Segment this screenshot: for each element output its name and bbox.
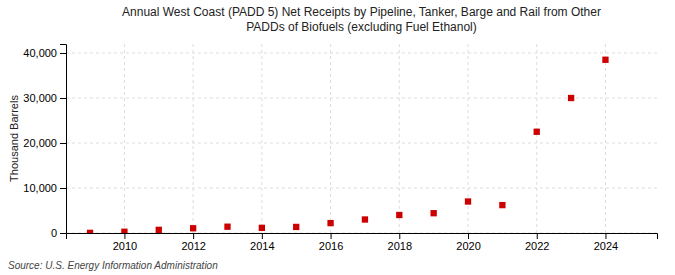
tick-label: 2018 (388, 240, 412, 252)
point (430, 210, 436, 216)
tick: 20,000 (23, 137, 66, 149)
point (156, 227, 162, 233)
grid-line (66, 188, 657, 189)
tick: 40,000 (23, 47, 66, 59)
point (190, 225, 196, 231)
chart: 2010 2012 2014 2016 2018 2020 2022 2024 0 10,000 2… (0, 0, 675, 275)
y-axis: 0 10,000 20,000 30,000 40,000 (23, 45, 66, 240)
tick-label: 2022 (525, 240, 549, 252)
point (602, 57, 608, 63)
point (259, 225, 265, 231)
tick-mark (124, 233, 125, 239)
title: Annual West Coast (PADD 5) Net Receipts … (122, 5, 601, 34)
x-axis: 2010 2012 2014 2016 2018 2020 2022 2024 (67, 233, 658, 252)
grid-line (261, 44, 262, 233)
axis-line (67, 234, 658, 240)
tick: 2014 (250, 233, 274, 252)
tick: 2022 (525, 233, 549, 252)
grid-line (605, 44, 606, 233)
point (568, 95, 574, 101)
tick-mark (60, 188, 66, 189)
y-axis-label: Thousand Barrels (8, 95, 20, 182)
point (87, 230, 93, 233)
tick-mark (262, 233, 263, 239)
tick: 2020 (456, 233, 480, 252)
tick-label: 2010 (113, 240, 137, 252)
tick-label: 0 (51, 227, 57, 239)
point (396, 212, 402, 218)
grid-line (66, 53, 657, 54)
tick: 10,000 (23, 182, 66, 194)
tick-mark (399, 233, 400, 239)
tick: 30,000 (23, 92, 66, 104)
point (121, 229, 127, 233)
tick-mark (60, 53, 66, 54)
tick: 2012 (181, 233, 205, 252)
tick-label: 10,000 (23, 182, 57, 194)
axis-line (60, 45, 67, 234)
annotation: Source: U.S. Energy Information Administ… (8, 260, 218, 271)
point (362, 216, 368, 222)
grid-line (536, 44, 537, 233)
grid (66, 44, 657, 233)
grid-line (193, 44, 194, 233)
tick-label: 40,000 (23, 47, 57, 59)
tick: 2018 (388, 233, 412, 252)
point (465, 198, 471, 204)
tick-mark (60, 233, 66, 234)
plot-area: 2010 2012 2014 2016 2018 2020 2022 2024 0 10,000 2… (23, 44, 657, 252)
points (87, 57, 609, 233)
tick-mark (605, 233, 606, 239)
tick-label: 2016 (319, 240, 343, 252)
tick-label: 2020 (456, 240, 480, 252)
tick-mark (331, 233, 332, 239)
tick-label: 2014 (250, 240, 274, 252)
grid-line (66, 143, 657, 144)
point (499, 202, 505, 208)
tick-label: 30,000 (23, 92, 57, 104)
tick: 2016 (319, 233, 343, 252)
tick: 2024 (594, 233, 618, 252)
tick-mark (60, 143, 66, 144)
tick-mark (193, 233, 194, 239)
tick-label: 20,000 (23, 137, 57, 149)
grid-line (124, 44, 125, 233)
tick-mark (537, 233, 538, 239)
point (534, 129, 540, 135)
tick: 2010 (113, 233, 137, 252)
point (224, 224, 230, 230)
grid-line (330, 44, 331, 233)
point (327, 220, 333, 226)
tick-label: 2012 (181, 240, 205, 252)
tick: 0 (51, 227, 66, 239)
tick-label: 2024 (594, 240, 618, 252)
tick-mark (60, 98, 66, 99)
point (293, 224, 299, 230)
tick-mark (468, 233, 469, 239)
grid-line (399, 44, 400, 233)
